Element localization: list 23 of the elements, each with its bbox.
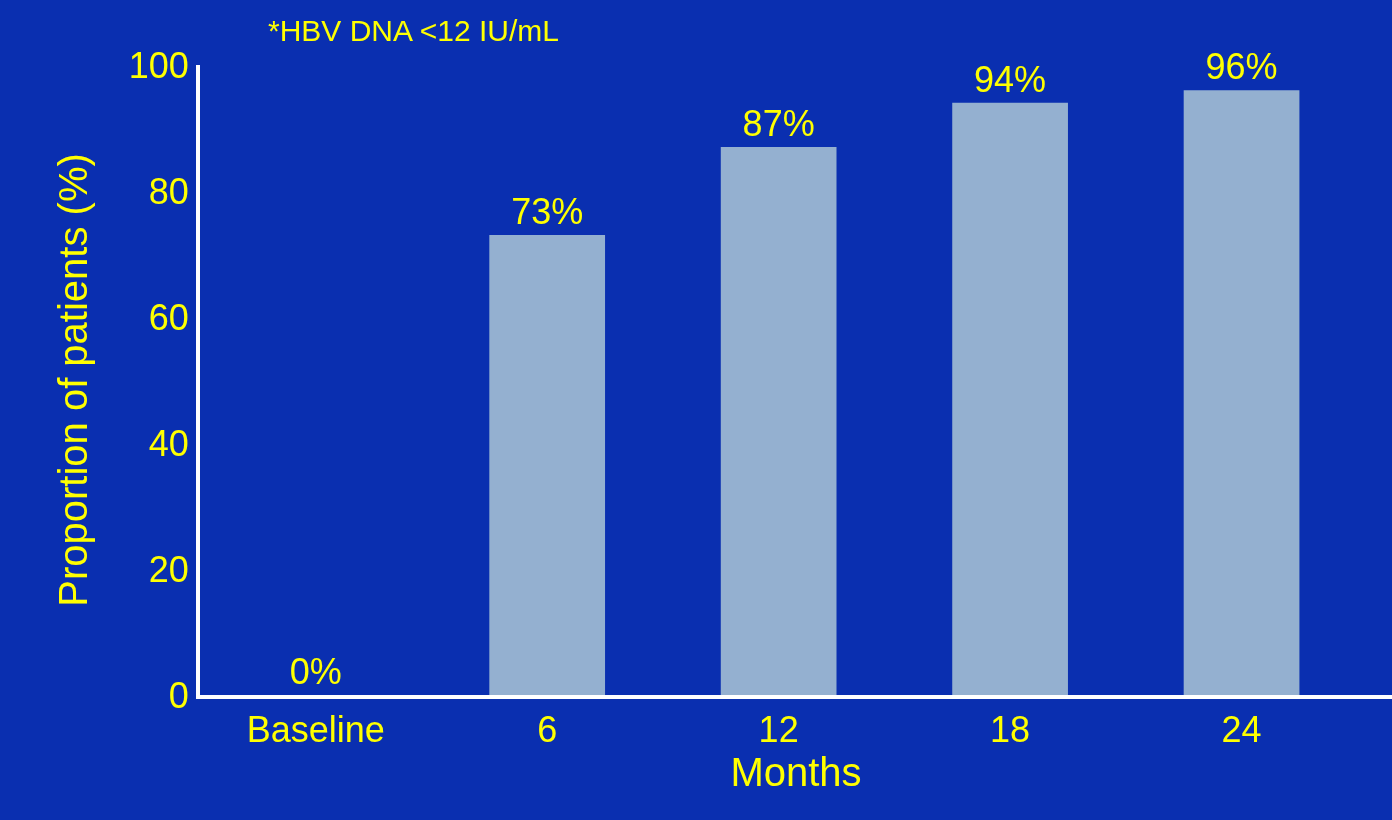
data-label: 94%: [974, 58, 1047, 100]
data-label: 96%: [1205, 46, 1278, 88]
data-label: 87%: [742, 102, 815, 144]
y-axis-title: Proportion of patients (%): [50, 153, 95, 607]
x-tick-label: Baseline: [246, 709, 385, 751]
y-tick-label: 40: [148, 422, 189, 464]
y-tick-label: 60: [148, 296, 189, 338]
bar: [1183, 90, 1300, 695]
y-tick-label: 80: [148, 170, 189, 212]
x-tick-label: 6: [537, 709, 558, 751]
y-tick-label: 20: [148, 548, 189, 590]
bar: [489, 235, 606, 695]
x-axis-title: Months: [730, 750, 862, 795]
bar: [952, 102, 1068, 695]
y-tick-label: 0: [168, 674, 189, 716]
data-label: 0%: [289, 651, 342, 692]
data-label: 73%: [511, 191, 584, 233]
bar: [720, 146, 837, 695]
x-tick-label: 18: [990, 709, 1031, 751]
x-tick-label: 12: [758, 709, 799, 751]
x-tick-label: 24: [1221, 709, 1262, 751]
text: *HBV DNA <12 IU/mL: [268, 14, 559, 47]
y-tick-label: 100: [128, 44, 189, 86]
